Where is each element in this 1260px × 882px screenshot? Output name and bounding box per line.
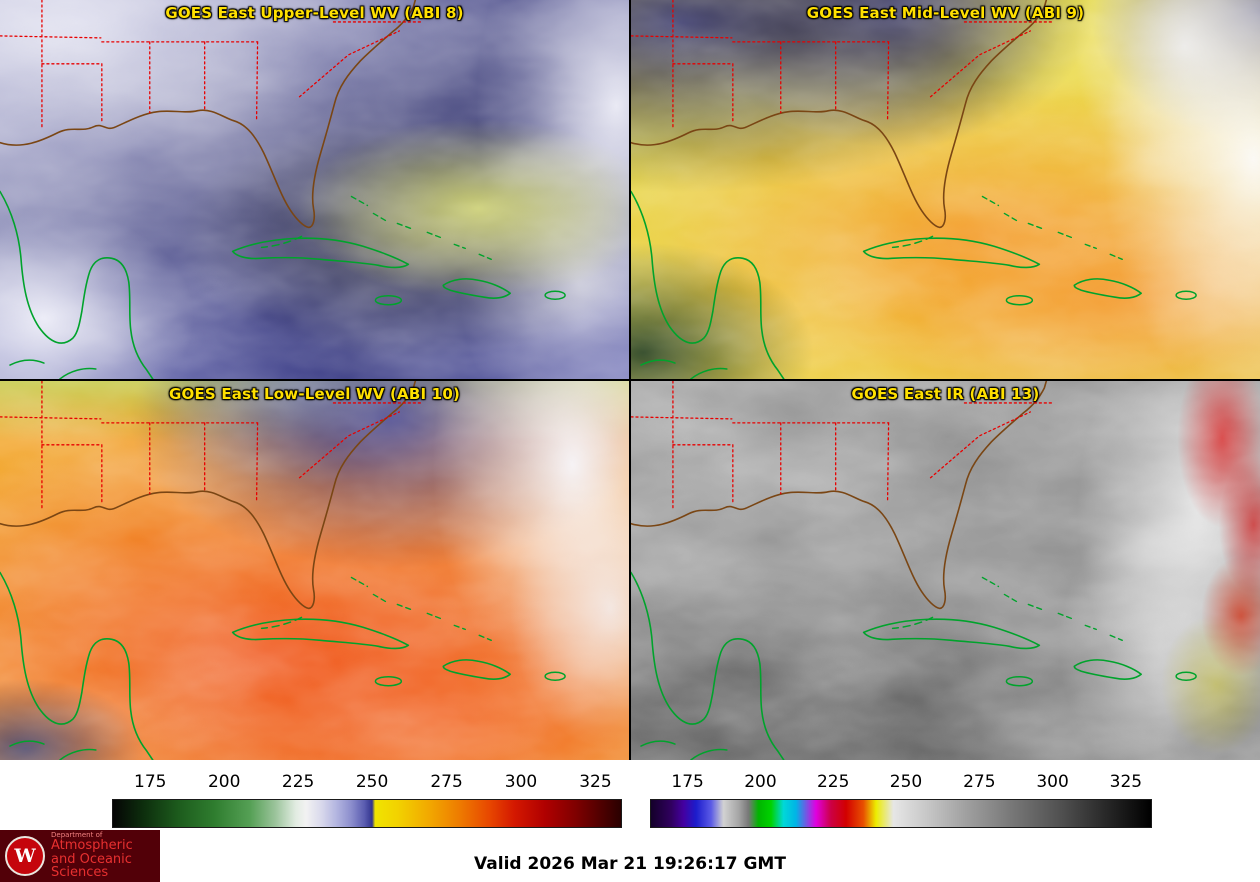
valid-timestamp: Valid 2026 Mar 21 19:26:17 GMT	[474, 854, 786, 874]
ir-colorbar	[650, 799, 1152, 828]
tick-label: 325	[579, 772, 612, 792]
tick-label: 200	[207, 772, 241, 792]
uw-crest-icon: W	[5, 836, 45, 876]
logo-text-line2: and Oceanic Sciences	[51, 851, 132, 881]
bottom-strip: 175 200 225 250 275 300 325 175 200 225 …	[0, 760, 1260, 882]
wv-colorbar-ticks: 175 200 225 250 275 300 325	[112, 772, 622, 796]
map-overlay-abi9	[631, 0, 1260, 379]
wv-colorbar-group: 175 200 225 250 275 300 325	[112, 772, 622, 830]
ir-colorbar-ticks: 175 200 225 250 275 300 325	[650, 772, 1152, 796]
tick-label: 275	[430, 772, 463, 792]
logo-text-line1: Atmospheric	[51, 838, 133, 854]
tick-label: 200	[744, 772, 777, 792]
tick-label: 300	[1036, 772, 1069, 792]
map-overlay-abi13	[631, 381, 1260, 760]
logo-text-dept: Department of	[51, 830, 103, 839]
aos-department-logo: W Department of Atmospheric and Oceanic …	[0, 830, 160, 882]
panel-title-abi9: GOES East Mid-Level WV (ABI 9)	[806, 4, 1085, 22]
tick-label: 300	[504, 772, 538, 792]
tick-label: 175	[134, 772, 167, 792]
satellite-panel-abi8: GOES East Upper-Level WV (ABI 8)	[0, 0, 629, 379]
tick-label: 225	[816, 772, 850, 792]
satellite-panel-abi13: GOES East IR (ABI 13)	[631, 381, 1260, 760]
panel-title-abi13: GOES East IR (ABI 13)	[851, 385, 1040, 403]
logo-text: Department of Atmospheric and Oceanic Sc…	[51, 830, 160, 881]
wv-colorbar	[112, 799, 622, 828]
panel-grid: GOES East Upper-Level WV (ABI 8) GOES Ea…	[0, 0, 1260, 760]
tick-label: 225	[281, 772, 315, 792]
tick-label: 250	[889, 772, 923, 792]
satellite-panel-abi9: GOES East Mid-Level WV (ABI 9)	[631, 0, 1260, 379]
tick-label: 250	[355, 772, 389, 792]
map-overlay-abi10	[0, 381, 629, 760]
panel-title-abi10: GOES East Low-Level WV (ABI 10)	[168, 385, 461, 403]
panel-title-abi8: GOES East Upper-Level WV (ABI 8)	[165, 4, 464, 22]
satellite-panel-abi10: GOES East Low-Level WV (ABI 10)	[0, 381, 629, 760]
tick-label: 275	[963, 772, 996, 792]
tick-label: 175	[671, 772, 704, 792]
tick-label: 325	[1109, 772, 1143, 792]
map-overlay-abi8	[0, 0, 629, 379]
ir-colorbar-group: 175 200 225 250 275 300 325	[650, 772, 1152, 830]
